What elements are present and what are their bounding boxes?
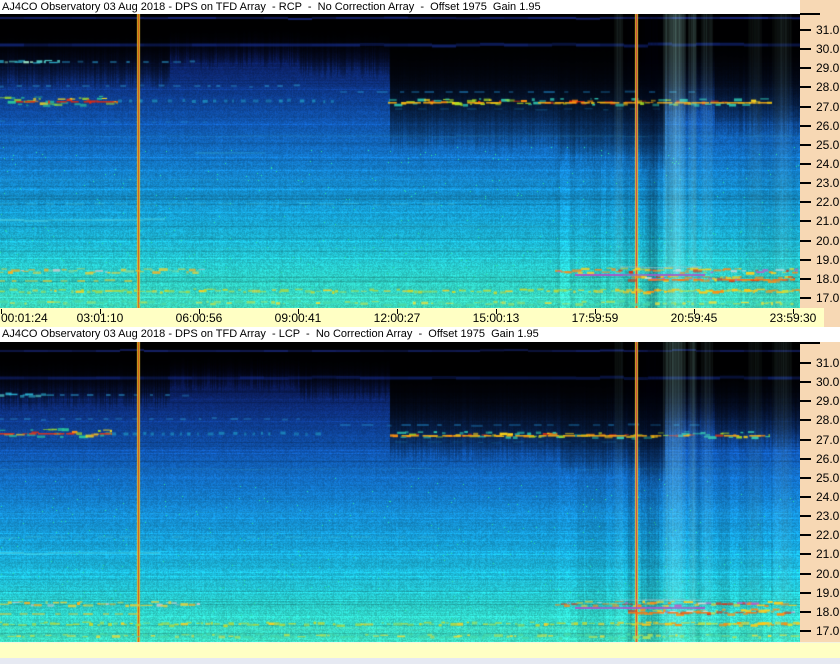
freq-tick [800,534,811,536]
lcp-spectrogram[interactable] [0,342,800,642]
freq-axis-edge-tick [800,342,820,344]
time-axis-strip [0,308,824,327]
freq-tick-label: 25.0 [816,138,840,152]
time-tick-label: 03:01:10 [76,311,124,325]
rcp-spectrogram[interactable] [0,14,800,308]
time-tick [1,309,2,314]
freq-tick-label: 21.0 [816,214,840,228]
freq-tick [800,362,811,364]
freq-tick [800,220,811,222]
time-tick-label: 20:59:45 [670,311,718,325]
freq-tick [800,144,811,146]
freq-tick-label: 23.0 [816,176,840,190]
freq-tick [800,201,811,203]
freq-tick-label: 18.0 [816,605,840,619]
freq-tick [800,439,811,441]
freq-tick [800,240,811,242]
window-footer-strip [0,658,840,664]
freq-tick [800,573,811,575]
freq-tick-label: 20.0 [816,567,840,581]
freq-tick-label: 30.0 [816,375,840,389]
freq-tick-label: 20.0 [816,234,840,248]
time-tick [793,309,794,314]
time-tick-label: 23:59:30 [769,311,817,325]
time-tick-label: 06:00:56 [175,311,223,325]
freq-axis-edge-tick [800,13,820,15]
freq-tick [800,419,811,421]
freq-tick-label: 28.0 [816,413,840,427]
freq-tick [800,458,811,460]
freq-tick [800,592,811,594]
freq-tick-label: 27.0 [816,100,840,114]
freq-tick-label: 19.0 [816,586,840,600]
freq-tick [800,477,811,479]
freq-tick [800,400,811,402]
freq-tick [800,29,811,31]
freq-tick-label: 17.0 [816,624,840,638]
freq-tick-label: 22.0 [816,528,840,542]
freq-tick [800,515,811,517]
time-tick-label: 17:59:59 [571,311,619,325]
time-tick [199,309,200,314]
freq-tick-label: 31.0 [816,356,840,370]
freq-tick [800,496,811,498]
freq-tick [800,553,811,555]
time-tick [397,309,398,314]
freq-tick-label: 31.0 [816,23,840,37]
time-tick [496,309,497,314]
freq-tick-label: 28.0 [816,80,840,94]
time-tick [100,309,101,314]
freq-tick [800,381,811,383]
time-tick [694,309,695,314]
time-tick-label: 00:01:24 [1,311,48,325]
time-tick-label: 12:00:27 [373,311,421,325]
freq-tick-label: 29.0 [816,394,840,408]
freq-tick [800,630,811,632]
freq-tick-label: 22.0 [816,195,840,209]
freq-tick [800,182,811,184]
freq-tick-label: 23.0 [816,509,840,523]
freq-tick-label: 30.0 [816,42,840,56]
lcp-panel-title: AJ4CO Observatory 03 Aug 2018 - DPS on T… [0,327,840,342]
freq-tick [800,67,811,69]
freq-tick-label: 26.0 [816,452,840,466]
time-tick-label: 09:00:41 [274,311,322,325]
time-tick [595,309,596,314]
time-tick [298,309,299,314]
freq-tick [800,278,811,280]
freq-tick [800,163,811,165]
freq-tick-label: 21.0 [816,547,840,561]
freq-tick-label: 24.0 [816,490,840,504]
freq-tick [800,297,811,299]
freq-tick-label: 27.0 [816,433,840,447]
freq-tick [800,106,811,108]
freq-tick-label: 19.0 [816,253,840,267]
freq-tick [800,611,811,613]
bottom-time-strip [0,642,840,658]
freq-tick-label: 29.0 [816,61,840,75]
freq-tick [800,125,811,127]
time-tick-label: 15:00:13 [472,311,520,325]
freq-tick-label: 25.0 [816,471,840,485]
freq-tick-label: 18.0 [816,272,840,286]
freq-tick [800,86,811,88]
freq-tick [800,259,811,261]
freq-tick-label: 24.0 [816,157,840,171]
freq-tick-label: 17.0 [816,291,840,305]
freq-tick-label: 26.0 [816,119,840,133]
rcp-panel-title: AJ4CO Observatory 03 Aug 2018 - DPS on T… [0,0,800,14]
freq-tick [800,48,811,50]
